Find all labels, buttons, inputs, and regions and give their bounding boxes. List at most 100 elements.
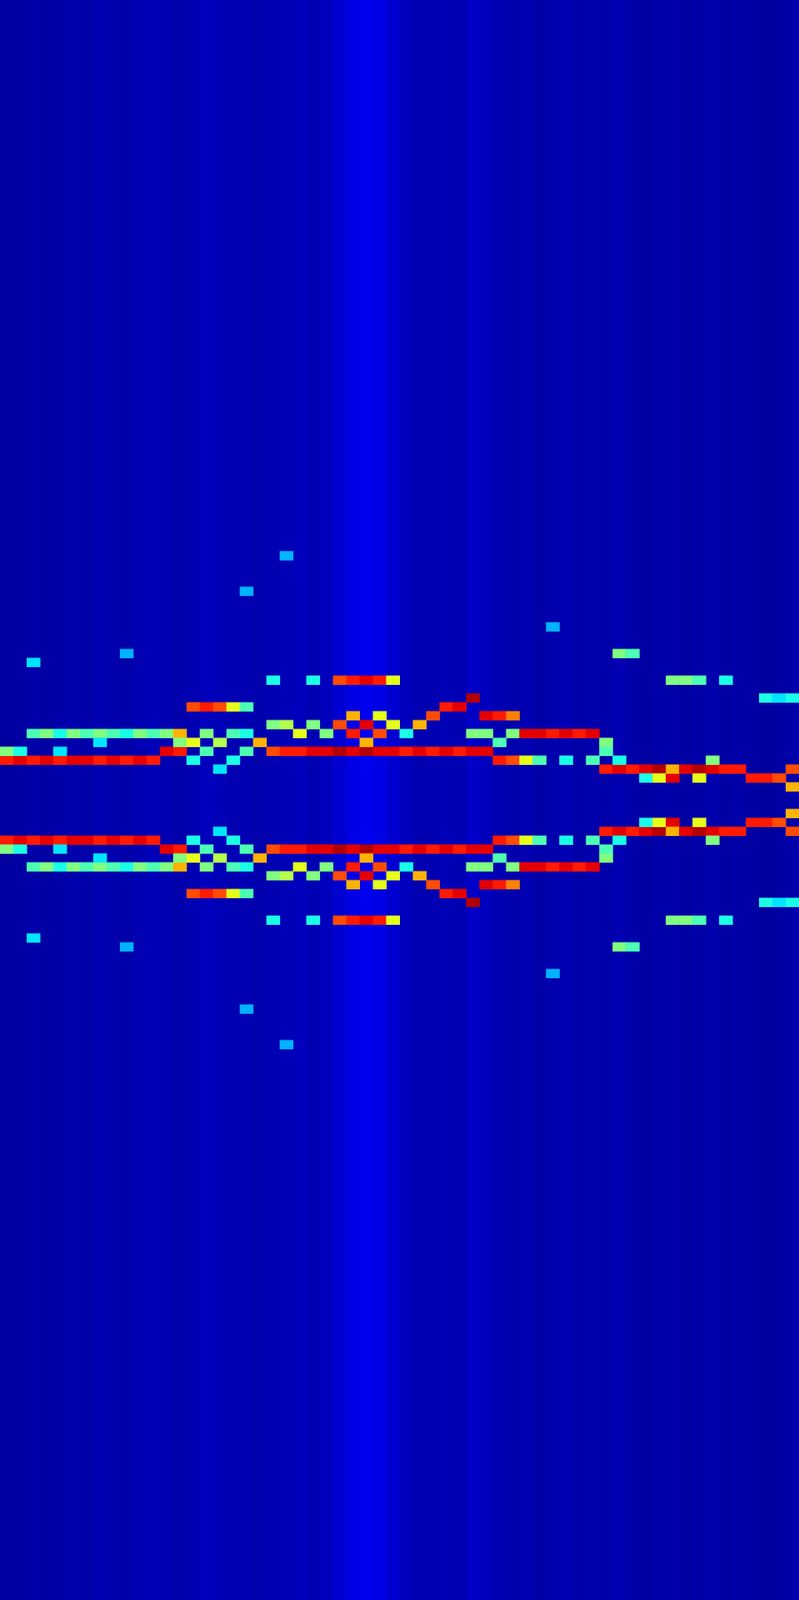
- heatmap-cell: [106, 728, 120, 739]
- background-column: [679, 0, 693, 1600]
- heatmap-cell: [585, 862, 600, 873]
- heatmap-cell: [239, 728, 254, 739]
- background-column: [159, 0, 174, 1600]
- heatmap-cell: [612, 942, 626, 953]
- heatmap-cell: [439, 746, 453, 757]
- heatmap-cell: [213, 854, 227, 864]
- heatmap-cell: [439, 845, 453, 855]
- heatmap-cell: [599, 737, 613, 748]
- heatmap-cell: [13, 755, 27, 766]
- heatmap-cell: [585, 836, 600, 847]
- heatmap-cell: [545, 622, 560, 632]
- background-column: [106, 0, 120, 1600]
- heatmap-cell: [133, 755, 147, 766]
- background-column: [293, 0, 307, 1600]
- heatmap-cell: [399, 845, 414, 855]
- background-column: [452, 0, 466, 1600]
- heatmap-cell: [386, 916, 400, 927]
- heatmap-cell: [239, 845, 254, 855]
- heatmap-cell: [279, 746, 294, 757]
- background-column: [66, 0, 80, 1600]
- heatmap-cell: [412, 746, 426, 757]
- background-column: [133, 0, 147, 1600]
- heatmap-cell: [373, 675, 387, 686]
- heatmap-cell: [346, 711, 360, 721]
- background-column: [612, 0, 626, 1600]
- heatmap-cell: [359, 746, 374, 757]
- heatmap-cell: [599, 746, 613, 757]
- heatmap-cell: [133, 728, 147, 739]
- heatmap-cell: [759, 693, 773, 704]
- heatmap-cell: [559, 836, 573, 847]
- heatmap-cell: [66, 728, 80, 739]
- heatmap-cell: [333, 845, 347, 855]
- heatmap-cell: [412, 845, 426, 855]
- heatmap-cell: [266, 719, 280, 730]
- heatmap-cell: [679, 827, 693, 838]
- heatmap-cell: [279, 1040, 294, 1051]
- heatmap-cell: [13, 746, 27, 757]
- heatmap-cell: [692, 675, 706, 686]
- heatmap-cell: [572, 728, 586, 739]
- background-column: [465, 0, 480, 1600]
- heatmap-cell: [199, 728, 214, 739]
- heatmap-cell: [266, 746, 280, 757]
- background-column: [572, 0, 586, 1600]
- heatmap-cell: [346, 880, 360, 891]
- heatmap-cell: [279, 719, 294, 730]
- heatmap-cell: [53, 836, 67, 847]
- background-column: [732, 0, 746, 1600]
- heatmap-cell: [679, 675, 693, 686]
- heatmap-cell: [505, 880, 520, 891]
- heatmap-cell: [785, 782, 799, 792]
- heatmap-cell: [665, 818, 680, 829]
- heatmap-cell: [425, 845, 440, 855]
- heatmap-cell: [173, 737, 187, 748]
- heatmap-cell: [186, 836, 200, 847]
- heatmap-cell: [692, 916, 706, 927]
- heatmap-cell: [53, 862, 67, 873]
- background-column: [665, 0, 680, 1600]
- heatmap-cell: [465, 746, 480, 757]
- heatmap-cell: [306, 916, 320, 927]
- background-column: [186, 0, 200, 1600]
- background-column: [79, 0, 94, 1600]
- heatmap-cell: [492, 711, 506, 721]
- heatmap-cell: [399, 862, 414, 873]
- heatmap-cell: [279, 871, 294, 882]
- background-column: [759, 0, 773, 1600]
- heatmap-cell: [785, 693, 799, 704]
- heatmap-cell: [173, 854, 187, 864]
- heatmap-cell: [373, 916, 387, 927]
- heatmap-cell: [759, 818, 773, 829]
- heatmap-cell: [732, 827, 746, 838]
- heatmap-cell: [665, 827, 680, 838]
- background-column: [319, 0, 334, 1600]
- heatmap-cell: [26, 657, 40, 668]
- heatmap-cell: [492, 737, 506, 748]
- heatmap-cell: [359, 854, 374, 864]
- heatmap-cell: [213, 764, 227, 775]
- heatmap-cell: [373, 880, 387, 891]
- heatmap-cell: [239, 889, 254, 900]
- heatmap-cell: [665, 773, 680, 784]
- heatmap-cell: [479, 845, 493, 855]
- heatmap-cell: [412, 719, 426, 730]
- heatmap-cell: [572, 862, 586, 873]
- heatmap-cell: [465, 862, 480, 873]
- heatmap-cell: [213, 702, 227, 712]
- heatmap-cell: [665, 916, 680, 927]
- heatmap-cell: [505, 755, 520, 766]
- background-column: [519, 0, 533, 1600]
- background-column: [652, 0, 666, 1600]
- background-column: [373, 0, 387, 1600]
- heatmap-cell: [173, 845, 187, 855]
- heatmap-cell: [293, 862, 307, 873]
- heatmap-cell: [26, 836, 40, 847]
- heatmap-cell: [625, 827, 640, 838]
- heatmap-cell: [333, 871, 347, 882]
- background-column: [199, 0, 214, 1600]
- heatmap-cell: [399, 746, 414, 757]
- heatmap-cell: [199, 746, 214, 757]
- heatmap-cell: [559, 728, 573, 739]
